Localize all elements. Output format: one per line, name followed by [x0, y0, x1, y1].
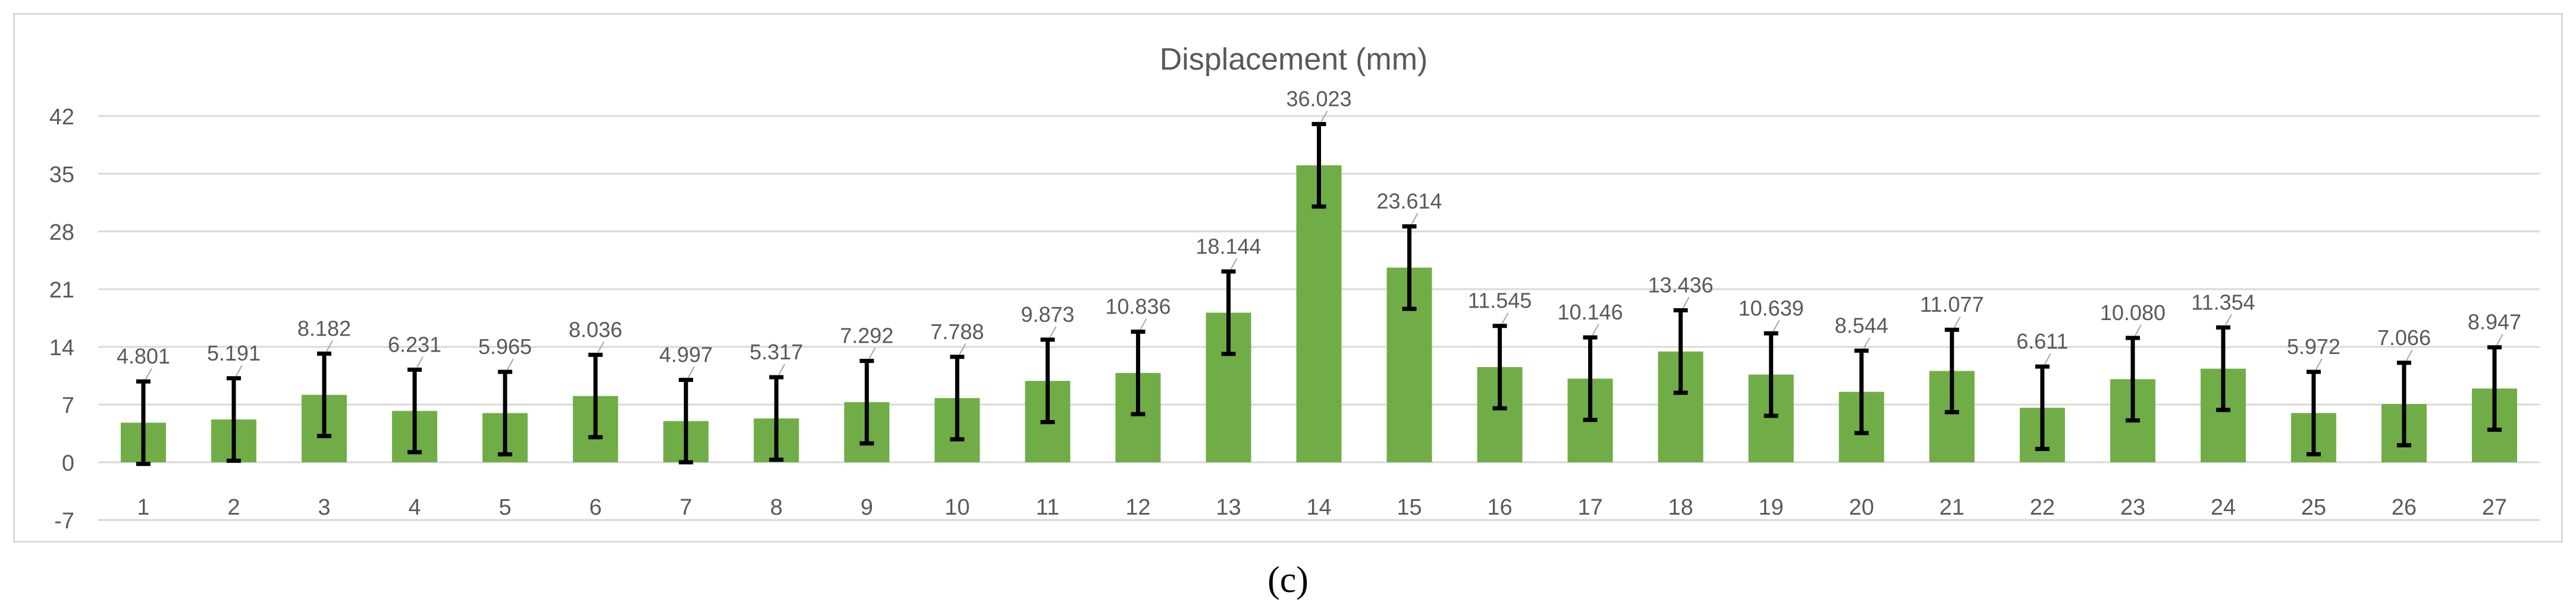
label-leader	[688, 366, 695, 378]
data-label: 7.292	[840, 324, 893, 348]
figure-caption: (c)	[1267, 560, 1309, 600]
label-leader	[507, 358, 514, 370]
x-tick-label: 25	[2301, 495, 2326, 520]
data-label: 7.066	[2377, 325, 2431, 350]
label-leader	[1682, 297, 1690, 309]
x-tick-label: 27	[2482, 495, 2507, 520]
label-leader	[1953, 316, 1961, 328]
x-tick-label: 17	[1577, 495, 1602, 520]
label-leader	[2134, 324, 2142, 336]
x-tick-label: 7	[680, 495, 692, 520]
label-leader	[959, 343, 967, 355]
chart-title: Displacement (mm)	[1160, 42, 1428, 77]
bar	[1296, 165, 1342, 462]
data-label: 18.144	[1196, 234, 1261, 258]
data-label: 8.182	[297, 316, 351, 340]
data-label: 7.788	[930, 319, 984, 344]
label-leader	[778, 364, 786, 375]
label-leader	[2224, 314, 2232, 325]
x-tick-label: 21	[1940, 495, 1965, 520]
x-tick-label: 19	[1759, 495, 1784, 520]
x-tick-label: 3	[318, 495, 331, 520]
x-tick-label: 13	[1216, 495, 1241, 520]
x-tick-label: 16	[1487, 495, 1512, 520]
label-leader	[597, 341, 605, 353]
x-tick-label: 18	[1668, 495, 1693, 520]
data-label: 10.146	[1558, 300, 1623, 324]
label-leader	[1230, 258, 1238, 270]
data-label: 11.354	[2191, 290, 2255, 314]
label-leader	[326, 340, 333, 352]
label-leader	[2406, 349, 2413, 361]
label-leader	[1592, 324, 1599, 336]
y-tick-label: 0	[62, 451, 74, 476]
x-tick-label: 15	[1397, 495, 1422, 520]
data-label: 10.080	[2100, 300, 2166, 325]
data-label: 6.231	[388, 332, 441, 356]
label-leader	[868, 347, 876, 359]
y-tick-label: 35	[49, 162, 74, 187]
data-label: 5.972	[2287, 334, 2340, 359]
y-axis: -7 0 7 14 21 28 35 42	[49, 105, 74, 534]
data-label: 36.023	[1286, 87, 1351, 111]
x-tick-label: 12	[1125, 495, 1150, 520]
label-leader	[2496, 334, 2503, 346]
data-label: 23.614	[1376, 189, 1442, 213]
label-leader	[1863, 337, 1871, 349]
data-label: 10.836	[1105, 295, 1171, 319]
label-leader	[1320, 111, 1328, 123]
data-label: 13.436	[1648, 273, 1714, 297]
x-tick-label: 1	[137, 495, 149, 520]
label-leader	[236, 365, 243, 377]
x-tick-label: 5	[499, 495, 512, 520]
y-tick-label: 14	[49, 336, 74, 361]
chart-frame: Displacement (mm) -7 0 7 14 21 28 35 42 4.801 5.…	[13, 13, 2563, 543]
data-label: 5.317	[749, 340, 803, 364]
x-tick-label: 24	[2211, 495, 2236, 520]
y-tick-label: -7	[54, 509, 74, 534]
label-leader	[1411, 213, 1419, 224]
label-leader	[1772, 319, 1780, 331]
x-tick-label: 11	[1036, 495, 1059, 520]
data-labels: 4.801 5.191 8.182 6.231 5.965 8.036 4.997 5.317…	[117, 87, 2521, 369]
data-label: 11.545	[1468, 289, 1532, 313]
data-label: 8.036	[569, 317, 622, 342]
data-label: 5.191	[207, 341, 261, 365]
x-tick-label: 26	[2392, 495, 2417, 520]
y-tick-label: 42	[49, 105, 74, 130]
data-label: 6.611	[2016, 329, 2068, 353]
x-tick-label: 2	[227, 495, 240, 520]
data-label: 8.544	[1835, 313, 1888, 337]
x-tick-label: 9	[861, 495, 873, 520]
y-tick-label: 28	[49, 220, 74, 245]
label-leader	[1501, 312, 1509, 324]
data-label: 8.947	[2468, 310, 2521, 334]
label-leader	[1049, 326, 1057, 338]
label-leader	[1140, 318, 1147, 330]
x-tick-label: 8	[770, 495, 783, 520]
data-label: 4.997	[659, 342, 713, 366]
data-label: 11.077	[1920, 292, 1984, 317]
x-tick-label: 6	[589, 495, 602, 520]
label-leader	[145, 368, 152, 380]
y-tick-label: 21	[49, 278, 74, 303]
label-leaders	[145, 111, 2503, 380]
x-tick-label: 22	[2030, 495, 2055, 520]
data-label: 5.965	[478, 334, 532, 359]
x-tick-label: 20	[1849, 495, 1874, 520]
data-label: 10.639	[1739, 296, 1804, 320]
x-tick-label: 4	[409, 495, 421, 520]
y-tick-label: 7	[62, 393, 74, 418]
label-leader	[416, 356, 424, 368]
x-tick-label: 14	[1306, 495, 1331, 520]
label-leader	[2044, 353, 2051, 365]
x-axis: 1 2 3 4 5 6 7 8 9 10 11 12 13 14 15 16 17 18 19 20 21 22 23 24 2…	[137, 495, 2507, 520]
label-leader	[2315, 358, 2323, 370]
data-label: 9.873	[1021, 302, 1074, 327]
data-label: 4.801	[117, 344, 170, 368]
x-tick-label: 23	[2120, 495, 2145, 520]
error-bars	[136, 122, 2502, 466]
x-tick-label: 10	[945, 495, 969, 520]
